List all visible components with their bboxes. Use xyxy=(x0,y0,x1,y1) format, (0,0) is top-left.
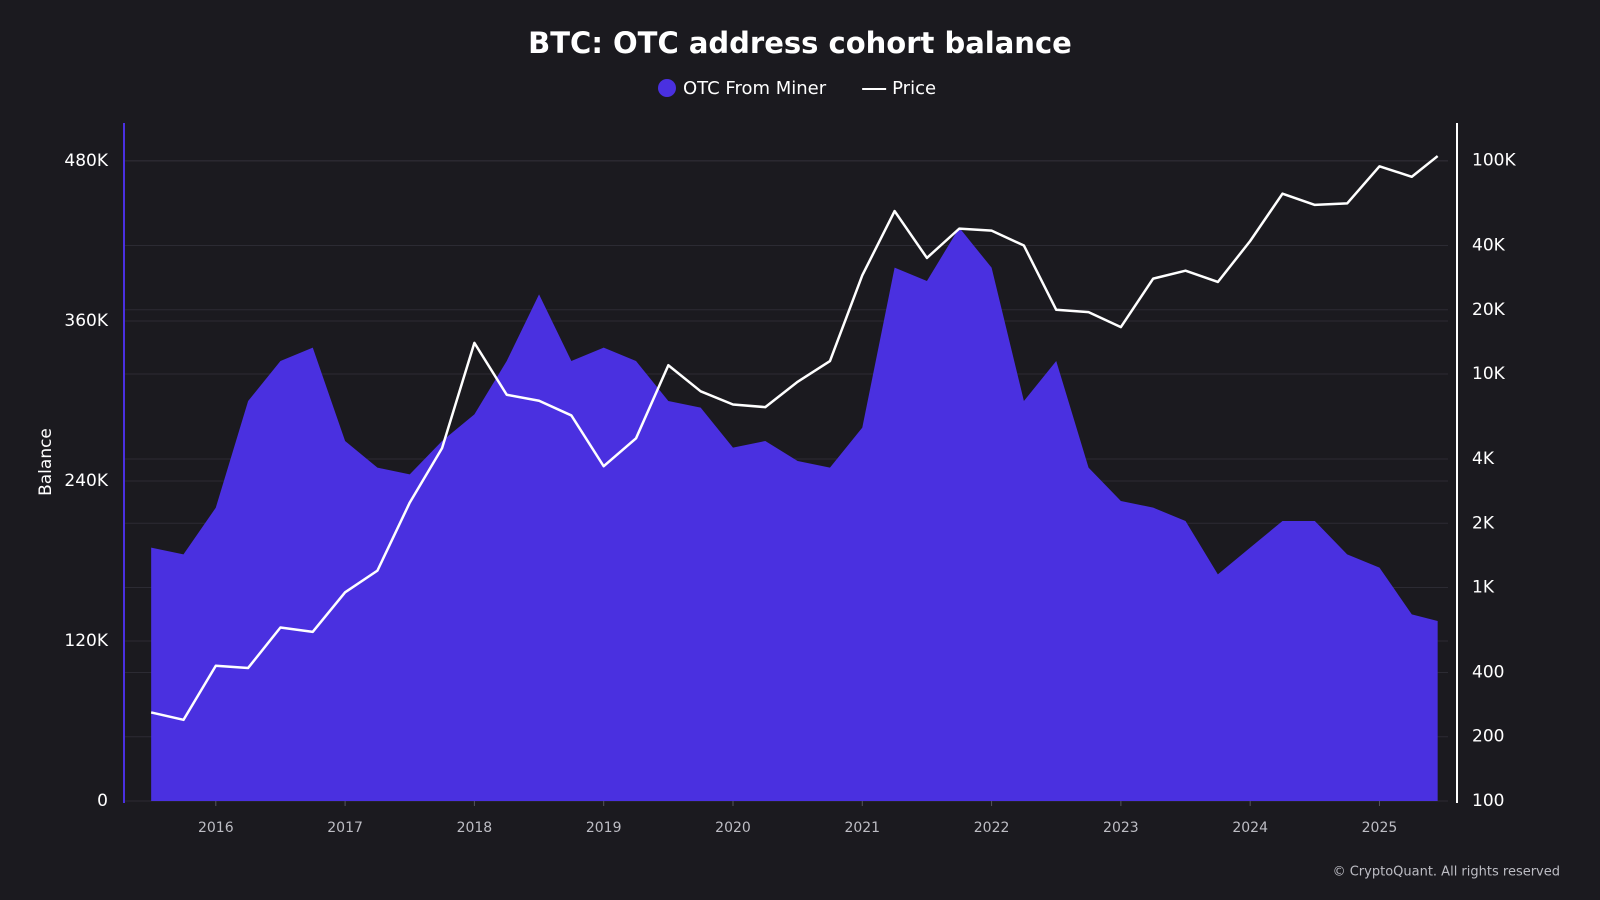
y2-tick-label: 1K xyxy=(1472,578,1495,598)
x-tick-label: 2023 xyxy=(1103,820,1139,836)
y-tick-label: 240K xyxy=(64,471,108,491)
legend-label: OTC From Miner xyxy=(683,78,827,99)
y2-tick-label: 40K xyxy=(1472,236,1506,256)
legend-marker xyxy=(658,79,676,97)
x-tick-label: 2025 xyxy=(1362,820,1398,836)
y2-tick-label: 10K xyxy=(1472,364,1506,384)
y-tick-label: 480K xyxy=(64,151,108,171)
y2-tick-label: 2K xyxy=(1472,513,1495,533)
source: © CryptoQuant. All rights reserved xyxy=(1333,865,1560,880)
x-tick-label: 2018 xyxy=(457,820,493,836)
x-tick-label: 2021 xyxy=(844,820,880,836)
y2-tick-label: 100K xyxy=(1472,151,1516,171)
x-tick-label: 2020 xyxy=(715,820,751,836)
x-tick-label: 2016 xyxy=(198,820,234,836)
x-tick-label: 2024 xyxy=(1232,820,1268,836)
balance-area xyxy=(151,227,1438,801)
legend-label: Price xyxy=(892,78,936,99)
y-tick-label: 360K xyxy=(64,311,108,331)
y-tick-label: 120K xyxy=(64,631,108,651)
x-tick-label: 2022 xyxy=(974,820,1010,836)
y2-tick-label: 400 xyxy=(1472,662,1504,682)
x-tick-label: 2019 xyxy=(586,820,622,836)
y2-tick-label: 20K xyxy=(1472,300,1506,320)
x-tick-label: 2017 xyxy=(327,820,363,836)
chart-title: BTC: OTC address cohort balance xyxy=(528,26,1072,60)
y-tick-label: 0 xyxy=(97,791,108,811)
y-axis-label: Balance xyxy=(36,428,56,496)
legend: OTC From Miner Price xyxy=(658,78,936,99)
y2-tick-label: 4K xyxy=(1472,449,1495,469)
price-line xyxy=(150,155,1439,722)
y2-tick-label: 100 xyxy=(1472,791,1504,811)
y2-tick-label: 200 xyxy=(1472,727,1504,747)
